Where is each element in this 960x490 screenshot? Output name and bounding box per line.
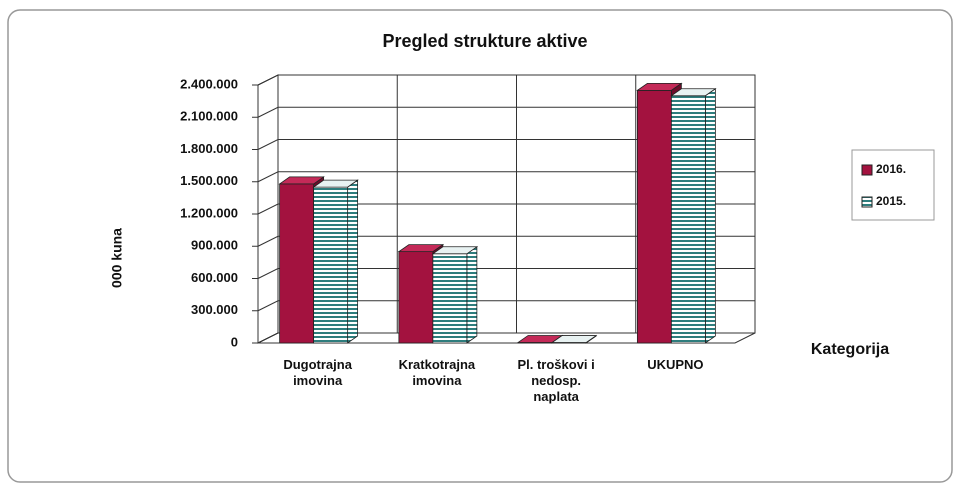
bar-front — [313, 186, 349, 344]
y-tick-label: 1.500.000 — [180, 173, 238, 188]
y-tick-label: 1.800.000 — [180, 141, 238, 156]
y-tick-label: 300.000 — [191, 302, 238, 317]
grid-line — [257, 171, 755, 183]
x-axis-label: Kategorija — [811, 341, 889, 358]
bar — [670, 87, 717, 344]
bar — [550, 334, 598, 344]
bar-front — [432, 253, 468, 344]
bar-top — [636, 82, 683, 91]
y-tick-label: 900.000 — [191, 238, 238, 253]
bar-side — [466, 246, 478, 344]
bar-front — [279, 183, 315, 344]
bar-side — [347, 179, 359, 344]
y-tick-label: 600.000 — [191, 270, 238, 285]
grid-line — [257, 300, 755, 312]
bar-top — [278, 176, 325, 185]
x-tick-label: Kratkotrajna imovina — [398, 357, 476, 388]
bar-top — [431, 246, 479, 255]
x-tick-label: UKUPNO — [647, 357, 704, 372]
legend-label: 2016. — [876, 162, 906, 176]
bar-side — [704, 87, 716, 344]
grid-line — [257, 235, 755, 247]
bar-top — [670, 88, 717, 97]
bar-top — [397, 244, 445, 253]
x-tick-label: Dugotrajna imovina — [283, 357, 352, 388]
y-axis-label: 000 kuna — [109, 228, 125, 288]
bar-top — [312, 179, 359, 188]
grid-line — [257, 139, 755, 150]
bar-front — [636, 89, 672, 344]
grid-line — [257, 74, 755, 86]
bar — [312, 179, 359, 344]
bar-top — [550, 335, 598, 343]
y-tick-label: 2.400.000 — [180, 76, 238, 91]
x-tick-label: Pl. troškovi i nedosp. naplata — [517, 357, 595, 404]
grid-line — [257, 332, 755, 344]
grid-line — [257, 106, 755, 118]
bar-front — [670, 95, 706, 344]
y-tick-label: 2.100.000 — [180, 109, 238, 124]
legend-box — [851, 149, 935, 221]
y-tick-label: 0 — [231, 334, 238, 349]
chart-title: Pregled strukture aktive — [382, 31, 587, 51]
bar-front — [398, 251, 434, 344]
grid-line — [257, 203, 755, 215]
bar — [431, 246, 479, 344]
y-tick-label: 1.200.000 — [180, 205, 238, 220]
legend-swatch — [861, 196, 873, 208]
grid-line — [257, 268, 755, 279]
legend-label: 2015. — [876, 194, 906, 208]
legend-swatch — [861, 164, 873, 176]
